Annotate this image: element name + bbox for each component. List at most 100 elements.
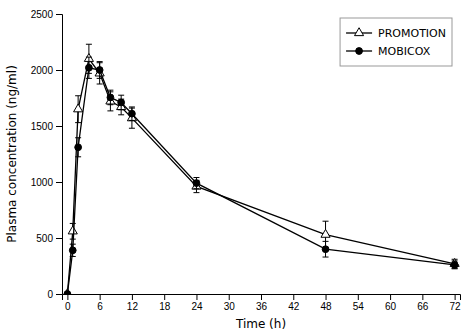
point [75,144,82,151]
tick-mark [100,294,101,300]
tick-label: 12 [127,301,139,312]
point [322,246,329,253]
tick-mark [326,294,327,300]
tick-mark [455,294,456,300]
tick-mark [56,126,62,127]
tick: 72 [450,294,462,312]
error-bar [118,95,124,110]
tick: 1000 [31,177,62,188]
tick-mark [422,294,423,300]
line [67,68,454,294]
error-bar [129,107,135,120]
tick-label: 42 [288,301,300,312]
error-bar [70,244,76,256]
legend-marker [356,48,363,55]
tick-label: 1500 [31,121,54,132]
tick-label: 6 [97,301,103,312]
tick-label: 48 [320,301,332,312]
tick-label: 500 [36,233,53,244]
x-axis: 0 6 12 18 24 30 36 42 48 54 60 66 72 [63,294,462,312]
tick-mark [56,70,62,71]
point [193,180,200,187]
axis-line [56,15,63,295]
tick-label: 66 [417,301,429,312]
tick: 42 [288,294,300,312]
point [118,99,125,106]
error-bar [193,180,199,192]
point [64,291,71,294]
tick: 12 [127,294,139,312]
error-bar [452,261,458,269]
tick: 0 [47,289,62,300]
y-axis-title: Plasma concentration (ng/ml) [5,65,19,243]
tick-label: 2500 [31,9,54,20]
tick: 1500 [31,121,62,132]
error-bar [193,178,199,189]
marks [63,44,459,294]
tick-mark [196,294,197,300]
tick-mark [56,14,62,15]
error-bar [323,241,329,257]
point [86,64,93,71]
tick-label: 1000 [31,177,54,188]
tick: 54 [353,294,365,312]
tick-mark [358,294,359,300]
tick: 66 [417,294,429,312]
point [107,94,114,101]
error-bar [452,259,458,268]
tick: 24 [191,294,203,312]
point [96,67,103,74]
tick: 60 [385,294,397,312]
series [64,57,458,294]
legend-item: PROMOTION [346,27,446,40]
tick-mark [56,238,62,239]
x-axis-title: Time (h) [235,317,286,331]
tick-mark [229,294,230,300]
tick-label: 24 [191,301,203,312]
tick-mark [56,294,62,295]
tick: 500 [36,233,62,244]
tick: 0 [65,294,71,312]
legend-label: MOBICOX [378,45,431,58]
tick-label: 60 [385,301,397,312]
line [67,59,454,294]
error-bar [75,138,81,157]
tick-mark [164,294,165,300]
tick: 36 [256,294,268,312]
point [321,229,330,237]
chart: 0 6 12 18 24 30 36 42 48 54 60 66 72 0 500 1000 1500 2000… [0,0,474,336]
tick: 30 [224,294,236,312]
tick-label: 54 [353,301,365,312]
axis-line [63,295,461,301]
error-bar [86,57,92,78]
point [69,247,76,254]
series [63,44,459,294]
tick-label: 36 [256,301,268,312]
plot: 0 6 12 18 24 30 36 42 48 54 60 66 72 0 500 1000 1500 2000… [31,9,461,312]
error-bar [107,90,113,105]
y-axis: 0 500 1000 1500 2000 2500 [31,9,63,300]
point [129,110,136,117]
tick-label: 0 [65,301,71,312]
tick-label: 72 [450,301,462,312]
legend-frame [340,18,452,66]
tick-mark [67,294,68,300]
tick-mark [390,294,391,300]
point [68,226,77,234]
error-bar [97,62,103,79]
tick-mark [261,294,262,300]
legend: PROMOTION MOBICOX [340,18,452,66]
legend-label: PROMOTION [378,27,446,40]
point [74,104,83,112]
tick-mark [132,294,133,300]
point [451,261,458,268]
tick: 48 [320,294,332,312]
tick: 2500 [31,9,62,20]
tick-mark [293,294,294,300]
tick-label: 18 [159,301,171,312]
tick: 6 [97,294,103,312]
legend-marker [355,28,364,36]
tick-mark [56,182,62,183]
tick: 2000 [31,65,62,76]
legend-item: MOBICOX [346,45,431,58]
